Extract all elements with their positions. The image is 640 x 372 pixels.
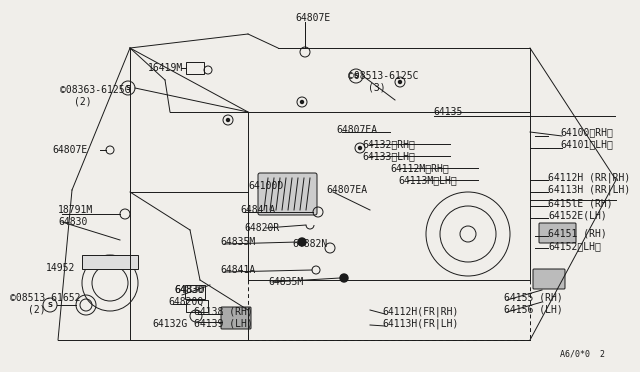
FancyBboxPatch shape xyxy=(258,173,317,215)
Text: 64113M〈LH〉: 64113M〈LH〉 xyxy=(398,175,457,185)
Text: 64135: 64135 xyxy=(433,107,462,117)
Text: 64100D: 64100D xyxy=(248,181,284,191)
Text: 14952: 14952 xyxy=(46,263,76,273)
FancyBboxPatch shape xyxy=(533,269,565,289)
Text: S: S xyxy=(47,302,52,308)
Text: 64807EA: 64807EA xyxy=(326,185,367,195)
Text: 64138 (RH): 64138 (RH) xyxy=(194,307,253,317)
Text: 64156 (LH): 64156 (LH) xyxy=(504,305,563,315)
Text: 6415lE (RH): 6415lE (RH) xyxy=(548,199,612,209)
Text: 64112M〈RH〉: 64112M〈RH〉 xyxy=(390,163,449,173)
Text: ©08513-6125C: ©08513-6125C xyxy=(348,71,419,81)
Text: 64113H (RR|LH): 64113H (RR|LH) xyxy=(548,185,630,195)
Text: (2): (2) xyxy=(74,97,92,107)
Text: 64830: 64830 xyxy=(174,285,204,295)
Circle shape xyxy=(227,119,230,122)
Text: 64139 (LH): 64139 (LH) xyxy=(194,319,253,329)
Text: S: S xyxy=(353,73,358,79)
Text: 64830: 64830 xyxy=(174,285,205,295)
Circle shape xyxy=(358,147,362,150)
Text: 64820R: 64820R xyxy=(244,223,279,233)
Text: (3): (3) xyxy=(368,83,386,93)
Bar xyxy=(186,300,208,312)
Text: 64112H (RR|RH): 64112H (RR|RH) xyxy=(548,173,630,183)
Text: 64100〈RH〉: 64100〈RH〉 xyxy=(560,127,613,137)
Text: 64807E: 64807E xyxy=(295,13,330,23)
Text: S: S xyxy=(125,85,131,91)
Text: 64152E(LH): 64152E(LH) xyxy=(548,211,607,221)
Text: 64112H(FR|RH): 64112H(FR|RH) xyxy=(382,307,458,317)
Text: 64101〈LH〉: 64101〈LH〉 xyxy=(560,139,613,149)
Circle shape xyxy=(298,238,306,246)
Text: 64841A: 64841A xyxy=(220,265,255,275)
Text: ©08513-61652: ©08513-61652 xyxy=(10,293,81,303)
Text: 64113H(FR|LH): 64113H(FR|LH) xyxy=(382,319,458,329)
Circle shape xyxy=(301,100,303,103)
Text: 64132G: 64132G xyxy=(152,319,188,329)
Bar xyxy=(185,285,205,299)
FancyBboxPatch shape xyxy=(221,307,251,329)
Text: 64152〈LH〉: 64152〈LH〉 xyxy=(548,241,601,251)
Circle shape xyxy=(340,274,348,282)
Text: 64807E: 64807E xyxy=(52,145,87,155)
FancyBboxPatch shape xyxy=(539,223,576,243)
Text: 64830: 64830 xyxy=(58,217,88,227)
Text: 64155 (RH): 64155 (RH) xyxy=(504,293,563,303)
Text: 16419M: 16419M xyxy=(148,63,183,73)
Text: 64835M: 64835M xyxy=(268,277,303,287)
Circle shape xyxy=(399,80,401,83)
Text: 64132〈RH〉: 64132〈RH〉 xyxy=(362,139,415,149)
Text: 64820Q: 64820Q xyxy=(168,297,204,307)
Text: 64133〈LH〉: 64133〈LH〉 xyxy=(362,151,415,161)
Text: A6/0*0  2: A6/0*0 2 xyxy=(560,350,605,359)
Text: 64151 (RH): 64151 (RH) xyxy=(548,229,607,239)
Text: (2): (2) xyxy=(28,305,45,315)
Bar xyxy=(186,62,204,74)
Text: 18791M: 18791M xyxy=(58,205,93,215)
Text: 64835M: 64835M xyxy=(220,237,255,247)
Text: 64841A: 64841A xyxy=(240,205,275,215)
Text: 64882N: 64882N xyxy=(292,239,327,249)
Text: ©08363-6125G: ©08363-6125G xyxy=(60,85,131,95)
Bar xyxy=(82,255,138,269)
Text: 64807EA: 64807EA xyxy=(336,125,377,135)
